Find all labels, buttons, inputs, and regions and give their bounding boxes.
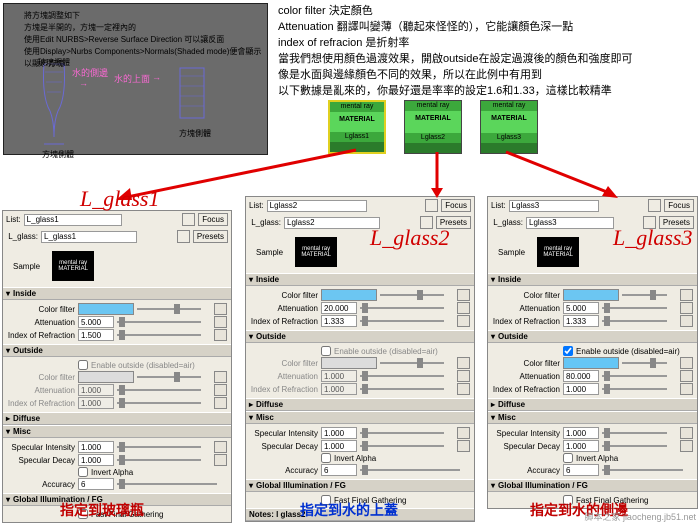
section-misc[interactable]: ▾Misc <box>246 411 474 424</box>
attr-panel-1: List: Focus L_glass: Presets Sample ment… <box>2 210 232 523</box>
ior-field[interactable] <box>563 315 599 327</box>
section-inside[interactable]: ▾Inside <box>488 273 697 286</box>
color-swatch[interactable] <box>78 303 134 315</box>
section-inside[interactable]: ▾Inside <box>3 287 231 300</box>
atten-field[interactable] <box>78 316 114 328</box>
acc-field[interactable] <box>78 478 114 490</box>
sample-swatch: mental rayMATERIAL <box>537 237 579 267</box>
atten-field[interactable] <box>563 302 599 314</box>
focus-button[interactable]: Focus <box>198 213 228 226</box>
slider[interactable] <box>117 330 211 340</box>
name-field[interactable] <box>526 217 614 229</box>
focus-button[interactable]: Focus <box>441 199 471 212</box>
big-label-2: L_glass2 <box>370 225 449 251</box>
big-label-1: L_glass1 <box>80 186 159 212</box>
collapse-icon: ▾ <box>6 427 10 436</box>
water-side-label: 水的側邊 <box>72 66 108 79</box>
sample-swatch: mental rayMATERIAL <box>295 237 337 267</box>
collapse-icon: ▾ <box>6 289 10 298</box>
section-diffuse[interactable]: ▸Diffuse <box>246 398 474 411</box>
map-button[interactable] <box>214 329 227 341</box>
ior-field[interactable] <box>78 329 114 341</box>
watermark: 脚本之家 jiaocheng.jb51.net <box>584 510 696 523</box>
red-arrow-3 <box>502 148 622 202</box>
wineglass-icon <box>34 62 74 148</box>
section-outside[interactable]: ▾Outside <box>488 330 697 343</box>
arrow-icon: → <box>152 72 161 82</box>
arrow-icon: → <box>79 78 88 88</box>
tab-name[interactable] <box>24 214 122 226</box>
big-label-3: L_glass3 <box>613 225 692 251</box>
panel-header: List: Focus <box>3 211 231 228</box>
collapse-icon: ▾ <box>6 346 10 355</box>
section-misc[interactable]: ▾Misc <box>488 411 697 424</box>
icon-button[interactable] <box>177 230 190 243</box>
notes-block: color filter 決定顏色 Attenuation 翻譯叫變薄（聽起來怪… <box>278 3 696 99</box>
collapse-icon: ▾ <box>6 495 10 504</box>
spec-d-field[interactable] <box>78 454 114 466</box>
glass-body2-label: 方塊側體 <box>42 149 74 160</box>
water-top-label: 水的上面 <box>114 72 150 85</box>
glass-side-label: 方塊側體 <box>179 128 211 139</box>
map-button[interactable] <box>214 316 227 328</box>
section-diffuse[interactable]: ▸Diffuse <box>3 412 231 425</box>
material-node-2[interactable]: mental ray MATERIAL Lglass2 <box>404 100 462 154</box>
spec-i-field[interactable] <box>78 441 114 453</box>
icon-button[interactable] <box>425 199 438 212</box>
material-node-3[interactable]: mental ray MATERIAL Lglass3 <box>480 100 538 154</box>
ior-field[interactable] <box>321 315 357 327</box>
color-swatch[interactable] <box>321 289 377 301</box>
section-inside[interactable]: ▾Inside <box>246 273 474 286</box>
sample-swatch: mental rayMATERIAL <box>52 251 94 281</box>
focus-button[interactable]: Focus <box>664 199 694 212</box>
name-field[interactable] <box>41 231 137 243</box>
presets-button[interactable]: Presets <box>193 230 228 243</box>
viewport-panel: 將方塊調整如下 方塊是半開的，方塊一定裡內的 使用Edit NURBS>Reve… <box>3 3 268 155</box>
collapse-icon: ▸ <box>6 414 10 423</box>
enable-outside-check[interactable] <box>563 346 573 356</box>
color-swatch <box>78 371 134 383</box>
section-outside[interactable]: ▾Outside <box>246 330 474 343</box>
name-field[interactable] <box>284 217 380 229</box>
footer-1: 指定到玻璃瓶 <box>60 500 144 520</box>
section-gi[interactable]: ▾Global Illumination / FG <box>246 479 474 492</box>
slider[interactable] <box>117 317 211 327</box>
slider[interactable] <box>137 304 211 314</box>
invert-check[interactable] <box>78 467 88 477</box>
enable-outside-check[interactable] <box>78 360 88 370</box>
color-swatch[interactable] <box>563 357 619 369</box>
section-diffuse[interactable]: ▸Diffuse <box>488 398 697 411</box>
sample-label: Sample <box>13 262 40 271</box>
map-button[interactable] <box>214 303 227 315</box>
section-outside[interactable]: ▾Outside <box>3 344 231 357</box>
waterglass-icon <box>174 66 210 126</box>
glass-body-label: 玻璃瓶體 <box>38 57 70 68</box>
color-swatch[interactable] <box>563 289 619 301</box>
red-arrow-2 <box>430 150 444 198</box>
section-gi[interactable]: ▾Global Illumination / FG <box>488 479 697 492</box>
enable-outside-check[interactable] <box>321 346 331 356</box>
section-misc[interactable]: ▾Misc <box>3 425 231 438</box>
atten-field[interactable] <box>321 302 357 314</box>
icon-button[interactable] <box>182 213 195 226</box>
footer-2: 指定到水的上蓋 <box>300 500 398 520</box>
